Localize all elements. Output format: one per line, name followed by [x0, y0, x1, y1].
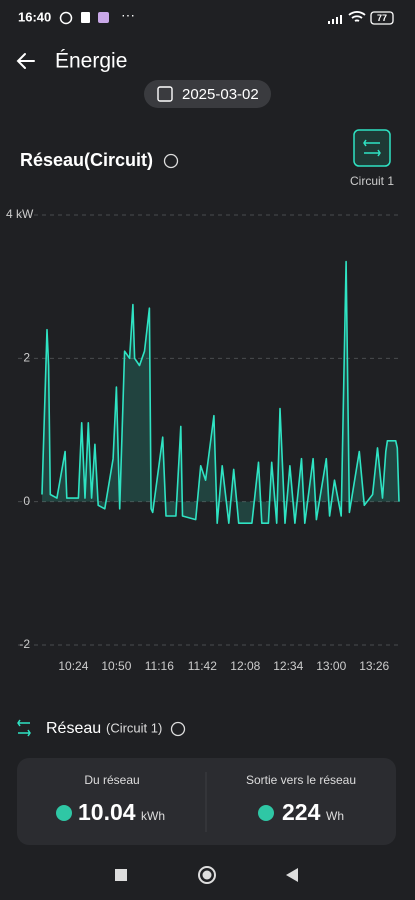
status-time: 16:40 [18, 9, 51, 24]
export-value: 224 [282, 799, 321, 825]
circuit-icon [363, 139, 381, 157]
line [41, 260, 400, 524]
status-more: ··· [121, 7, 135, 23]
y-tick-label: 0 [23, 494, 30, 508]
x-tick-label: 12:34 [273, 659, 303, 673]
status-icon [59, 11, 73, 25]
x-tick-label: 13:00 [316, 659, 346, 673]
y-tick-label: 2 [23, 351, 30, 365]
x-tick-label: 10:50 [101, 659, 131, 673]
import-icon [56, 805, 72, 821]
import-value: 10.04 [78, 799, 136, 825]
x-tick-label: 13:26 [359, 659, 389, 673]
date: 2025-03-02 [182, 86, 259, 103]
legend-detail: (Circuit 1) [106, 720, 162, 735]
chart: 4 kW 2 0 -2 10:24 10:50 11:16 11:42 12:08 12:34 13… [6, 207, 400, 673]
info-icon[interactable] [163, 153, 179, 169]
status-icon [98, 12, 109, 23]
nav-recent[interactable] [115, 869, 127, 881]
x-tick-label: 11:16 [145, 659, 174, 673]
calendar-icon [157, 86, 173, 102]
export-icon [258, 805, 274, 821]
status-icon [81, 12, 90, 23]
info-icon[interactable] [170, 721, 186, 737]
area [42, 261, 399, 524]
back-button[interactable] [16, 53, 35, 69]
section-title: Réseau(Circuit) [20, 150, 153, 170]
wifi-icon [348, 11, 366, 22]
nav-home[interactable] [198, 866, 216, 884]
legend-name: Réseau [46, 720, 101, 737]
page-title: Énergie [55, 50, 127, 73]
circuit-label: Circuit 1 [350, 174, 394, 188]
signal-icon [328, 15, 342, 24]
circuit-button[interactable] [353, 129, 391, 167]
battery-level: 77 [377, 13, 387, 23]
export-unit: Wh [326, 809, 344, 823]
import-unit: kWh [141, 809, 165, 823]
nav-back[interactable] [286, 868, 298, 882]
date-pill[interactable] [144, 80, 271, 108]
legend-icon [17, 719, 31, 737]
x-tick-label: 12:08 [230, 659, 260, 673]
y-tick-label: 4 kW [6, 207, 34, 221]
x-tick-label: 10:24 [58, 659, 88, 673]
battery-icon [370, 11, 394, 25]
import-label: Du réseau [84, 773, 139, 787]
export-label: Sortie vers le réseau [246, 773, 356, 787]
x-tick-label: 11:42 [188, 659, 217, 673]
y-tick-label: -2 [19, 637, 30, 651]
nav-home-dot [202, 870, 212, 880]
